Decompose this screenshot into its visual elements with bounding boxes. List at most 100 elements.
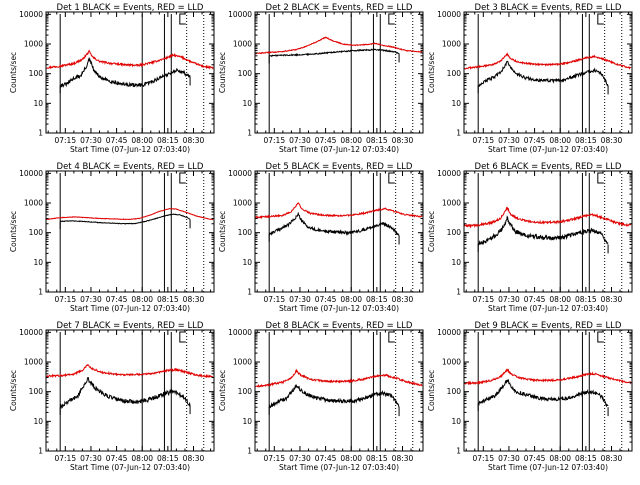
- x-tick-label: 08:00: [549, 454, 571, 463]
- plot-frame: [45, 11, 215, 134]
- y-tick-label: 1000: [233, 358, 252, 367]
- y-tick-label: 1: [38, 129, 43, 138]
- events-series-line: [59, 56, 191, 88]
- y-tick-label: 10000: [19, 10, 43, 19]
- x-axis-label: Start Time (07-Jun-12 07:03:40): [279, 463, 399, 472]
- events-series-line: [59, 377, 191, 409]
- x-axis-label: Start Time (07-Jun-12 07:03:40): [70, 145, 190, 154]
- x-tick-label: 07:45: [315, 295, 337, 304]
- x-tick-label: 08:00: [340, 136, 362, 145]
- x-tick-label: 08:15: [575, 136, 597, 145]
- x-tick-label: 08:00: [549, 295, 571, 304]
- detector-panel-2: 1 10 100 1000 10000 07:15 07:30 07:45 08:00 08:15…: [218, 3, 424, 154]
- x-tick-label: 07:30: [289, 295, 311, 304]
- y-tick-label: 10: [33, 258, 43, 267]
- detector-panel-8: 1 10 100 1000 10000 07:15 07:30 07:45 08:00 08:15…: [218, 321, 424, 472]
- detector-panel-7: 1 10 100 1000 10000 07:15 07:30 07:45 08:00 08:15…: [9, 321, 215, 472]
- lld-series-line: [255, 202, 423, 220]
- y-tick-label: 1: [456, 447, 461, 456]
- y-tick-label: 1: [456, 288, 461, 297]
- y-axis-label: Counts/sec: [218, 52, 227, 93]
- y-tick-label: 10: [451, 258, 461, 267]
- x-tick-label: 07:15: [263, 295, 285, 304]
- events-series-line: [268, 384, 400, 409]
- marker-flag-1: [388, 172, 395, 184]
- y-tick-label: 10: [242, 99, 252, 108]
- marker-flag-1: [179, 13, 186, 25]
- y-tick-label: 100: [238, 387, 253, 396]
- y-tick-label: 1: [38, 447, 43, 456]
- x-tick-label: 07:45: [315, 454, 337, 463]
- y-tick-label: 10000: [19, 169, 43, 178]
- x-tick-label: 07:15: [263, 136, 285, 145]
- x-tick-label: 08:30: [601, 295, 623, 304]
- x-tick-label: 07:30: [80, 136, 102, 145]
- marker-flag-1: [179, 331, 186, 343]
- y-tick-label: 1: [247, 447, 252, 456]
- x-tick-label: 08:15: [157, 295, 179, 304]
- x-tick-label: 07:15: [54, 295, 76, 304]
- y-tick-label: 10: [33, 99, 43, 108]
- x-tick-label: 08:30: [183, 136, 205, 145]
- detector-panel-1: 1 10 100 1000 10000 07:15 07:30 07:45 08:00 08:15…: [9, 3, 215, 154]
- plot-frame: [254, 170, 424, 293]
- y-tick-label: 1: [247, 288, 252, 297]
- x-tick-label: 07:30: [289, 454, 311, 463]
- marker-flag-1: [179, 172, 186, 184]
- x-tick-label: 08:15: [366, 136, 388, 145]
- y-axis-label: Counts/sec: [218, 211, 227, 252]
- marker-flag-1: [597, 13, 604, 25]
- y-tick-label: 100: [447, 228, 462, 237]
- x-axis-label: Start Time (07-Jun-12 07:03:40): [488, 145, 608, 154]
- x-tick-label: 07:45: [106, 136, 128, 145]
- y-tick-label: 1000: [442, 40, 461, 49]
- panel-title: Det 7 BLACK = Events, RED = LLD: [57, 321, 204, 331]
- panel-title: Det 9 BLACK = Events, RED = LLD: [475, 321, 622, 331]
- x-tick-label: 08:30: [183, 454, 205, 463]
- x-tick-label: 08:30: [392, 295, 414, 304]
- panel-title: Det 5 BLACK = Events, RED = LLD: [266, 162, 413, 172]
- y-tick-label: 10000: [437, 10, 461, 19]
- y-axis-label: Counts/sec: [9, 211, 18, 252]
- x-tick-label: 08:15: [157, 136, 179, 145]
- x-tick-label: 07:30: [498, 136, 520, 145]
- x-tick-label: 08:30: [601, 454, 623, 463]
- x-tick-label: 07:30: [498, 454, 520, 463]
- y-tick-label: 100: [238, 228, 253, 237]
- y-tick-label: 1: [247, 129, 252, 138]
- y-tick-label: 1000: [233, 40, 252, 49]
- lld-series-line: [464, 52, 632, 71]
- y-tick-label: 10000: [19, 328, 43, 337]
- y-tick-label: 10000: [228, 328, 252, 337]
- events-series-line: [477, 378, 609, 408]
- plot-frame: [45, 329, 215, 452]
- x-tick-label: 07:30: [498, 295, 520, 304]
- y-tick-label: 1: [456, 129, 461, 138]
- y-tick-label: 100: [447, 387, 462, 396]
- x-tick-label: 07:45: [524, 295, 546, 304]
- detector-panel-3: 1 10 100 1000 10000 07:15 07:30 07:45 08:00 08:15…: [427, 3, 633, 154]
- y-tick-label: 10: [451, 417, 461, 426]
- panel-title: Det 4 BLACK = Events, RED = LLD: [57, 162, 204, 172]
- x-axis-label: Start Time (07-Jun-12 07:03:40): [488, 463, 608, 472]
- plot-frame: [254, 329, 424, 452]
- panel-title: Det 2 BLACK = Events, RED = LLD: [266, 3, 413, 13]
- lld-series-line: [255, 368, 423, 388]
- events-series-line: [59, 213, 191, 225]
- marker-flag-1: [388, 331, 395, 343]
- y-tick-label: 1: [38, 288, 43, 297]
- lld-series-line: [464, 206, 632, 229]
- y-axis-label: Counts/sec: [9, 370, 18, 411]
- plot-frame: [463, 329, 633, 452]
- x-tick-label: 07:15: [472, 136, 494, 145]
- panel-title: Det 8 BLACK = Events, RED = LLD: [266, 321, 413, 331]
- panel-title: Det 3 BLACK = Events, RED = LLD: [475, 3, 622, 13]
- marker-flag-1: [388, 13, 395, 25]
- lld-series-line: [255, 36, 423, 55]
- y-axis-label: Counts/sec: [427, 211, 436, 252]
- events-series-line: [269, 211, 400, 237]
- plot-frame: [463, 170, 633, 293]
- panel-title: Det 6 BLACK = Events, RED = LLD: [475, 162, 622, 172]
- lld-series-line: [46, 363, 214, 379]
